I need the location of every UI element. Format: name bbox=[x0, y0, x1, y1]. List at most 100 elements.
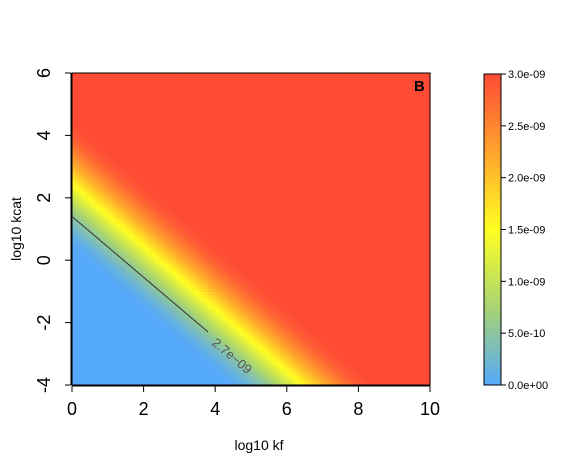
heatmap-cell bbox=[204, 285, 209, 289]
heatmap-cell bbox=[122, 126, 127, 130]
heatmap-cell bbox=[111, 207, 116, 211]
heatmap-cell bbox=[107, 335, 112, 339]
heatmap-cell bbox=[86, 175, 91, 180]
heatmap-cell bbox=[125, 204, 130, 208]
heatmap-cell bbox=[118, 85, 123, 90]
heatmap-cell bbox=[161, 266, 166, 271]
heatmap-cell bbox=[211, 169, 216, 174]
heatmap-cell bbox=[107, 82, 112, 87]
heatmap-cell bbox=[182, 122, 188, 127]
heatmap-cell bbox=[118, 179, 123, 183]
heatmap-cell bbox=[111, 166, 116, 171]
heatmap-cell bbox=[72, 126, 77, 130]
heatmap-cell bbox=[143, 197, 148, 202]
heatmap-cell bbox=[193, 113, 198, 118]
heatmap-cell bbox=[168, 366, 173, 370]
heatmap-cell bbox=[157, 222, 163, 227]
heatmap-cell bbox=[89, 182, 95, 186]
heatmap-cell bbox=[215, 144, 220, 149]
heatmap-cell bbox=[104, 325, 109, 330]
heatmap-cell bbox=[136, 291, 141, 296]
heatmap-cell bbox=[75, 91, 80, 96]
heatmap-cell bbox=[240, 285, 245, 289]
heatmap-cell bbox=[93, 225, 98, 230]
heatmap-cell bbox=[218, 378, 223, 383]
heatmap-cell bbox=[233, 356, 238, 361]
heatmap-cell bbox=[140, 213, 145, 218]
heatmap-cell bbox=[193, 73, 198, 77]
heatmap-cell bbox=[215, 341, 220, 346]
heatmap-cell bbox=[240, 338, 245, 342]
heatmap-cell bbox=[225, 97, 231, 102]
heatmap-cell bbox=[82, 144, 87, 149]
heatmap-cell bbox=[140, 216, 145, 221]
heatmap-cell bbox=[247, 347, 252, 352]
heatmap-cell bbox=[215, 328, 220, 333]
heatmap-cell bbox=[97, 241, 102, 246]
heatmap-cell bbox=[208, 244, 213, 249]
heatmap-cell bbox=[233, 207, 238, 211]
heatmap-cell bbox=[72, 310, 77, 314]
heatmap-cell bbox=[93, 244, 98, 249]
heatmap-cell bbox=[93, 197, 98, 202]
heatmap-cell bbox=[136, 257, 141, 261]
heatmap-cell bbox=[147, 122, 152, 127]
heatmap-cell bbox=[236, 73, 241, 77]
heatmap-cell bbox=[72, 372, 77, 377]
heatmap-cell bbox=[200, 113, 206, 118]
heatmap-cell bbox=[122, 129, 127, 133]
heatmap-cell bbox=[114, 372, 120, 377]
heatmap-cell bbox=[215, 185, 220, 190]
heatmap-cell bbox=[229, 269, 234, 274]
heatmap-cell bbox=[190, 88, 195, 93]
heatmap-cell bbox=[240, 216, 245, 221]
heatmap-cell bbox=[79, 269, 84, 274]
heatmap-cell bbox=[190, 91, 195, 96]
heatmap-cell bbox=[218, 163, 223, 168]
heatmap-cell bbox=[125, 107, 130, 112]
heatmap-cell bbox=[122, 381, 127, 386]
heatmap-cell bbox=[165, 144, 170, 149]
heatmap-cell bbox=[107, 229, 112, 233]
heatmap-cell bbox=[225, 303, 231, 308]
heatmap-cell bbox=[118, 175, 123, 180]
heatmap-cell bbox=[204, 91, 209, 96]
heatmap-cell bbox=[197, 85, 202, 90]
heatmap-cell bbox=[175, 241, 180, 246]
heatmap-cell bbox=[157, 113, 163, 118]
heatmap-cell bbox=[82, 250, 87, 255]
heatmap-cell bbox=[100, 338, 105, 342]
heatmap-cell bbox=[97, 73, 102, 77]
heatmap-cell bbox=[175, 294, 180, 299]
heatmap-cell bbox=[182, 291, 188, 296]
heatmap-cell bbox=[229, 378, 234, 383]
heatmap-cell bbox=[89, 129, 95, 133]
heatmap-cell bbox=[168, 247, 173, 252]
heatmap-cell bbox=[111, 185, 116, 190]
heatmap-cell bbox=[118, 135, 123, 140]
heatmap-cell bbox=[193, 338, 198, 342]
heatmap-cell bbox=[168, 282, 173, 286]
heatmap-cell bbox=[215, 325, 220, 330]
heatmap-cell bbox=[107, 194, 112, 199]
heatmap-cell bbox=[165, 76, 170, 80]
heatmap-cell bbox=[197, 288, 202, 292]
heatmap-cell bbox=[118, 353, 123, 358]
heatmap-cell bbox=[140, 191, 145, 196]
heatmap-cell bbox=[179, 82, 184, 87]
heatmap-cell bbox=[154, 166, 159, 171]
heatmap-cell bbox=[107, 288, 112, 292]
heatmap-cell bbox=[143, 350, 148, 355]
heatmap-cell bbox=[100, 175, 105, 180]
heatmap-cell bbox=[89, 350, 95, 355]
heatmap-cell bbox=[75, 126, 80, 130]
heatmap-cell bbox=[104, 126, 109, 130]
heatmap-cell bbox=[118, 363, 123, 367]
heatmap-cell bbox=[236, 366, 241, 370]
heatmap-cell bbox=[89, 366, 95, 370]
heatmap-cell bbox=[240, 250, 245, 255]
heatmap-cell bbox=[243, 278, 249, 283]
heatmap-cell bbox=[204, 175, 209, 180]
heatmap-cell bbox=[75, 194, 80, 199]
heatmap-cell bbox=[75, 260, 80, 264]
